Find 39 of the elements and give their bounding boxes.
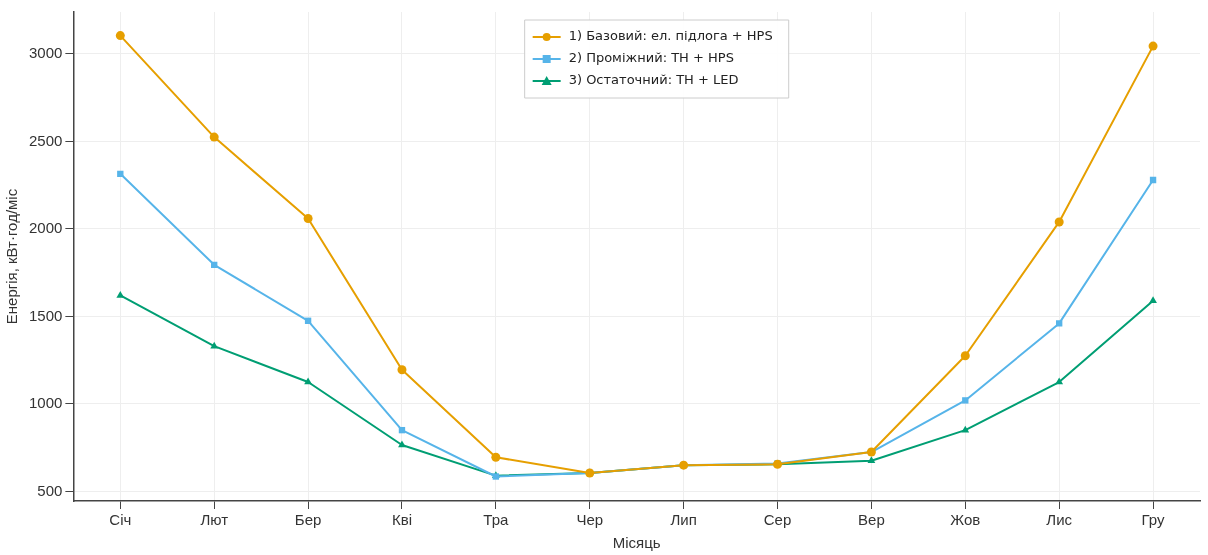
y-tick-label: 3000 <box>28 44 63 62</box>
x-axis-title: Місяць <box>612 534 661 552</box>
point <box>116 290 125 298</box>
x-tick-label: Лис <box>1046 511 1073 529</box>
x-tick-label: Бер <box>294 511 322 529</box>
legend-label: 3) Остаточний: ТН + LED <box>568 72 739 88</box>
x-tick-label: Лип <box>670 511 697 529</box>
x-tick-label: Тра <box>483 511 510 529</box>
x-tick-label: Вер <box>858 511 885 529</box>
point <box>303 213 313 223</box>
y-tick-label: 1500 <box>28 306 63 324</box>
y-tick-label: 1000 <box>28 394 63 412</box>
legend-label: 1) Базовий: ел. підлога + HPS <box>568 28 773 44</box>
point <box>1148 41 1158 51</box>
point <box>398 440 406 448</box>
x-tick-label: Гру <box>1141 511 1166 529</box>
x-tick-label: Лют <box>200 511 229 529</box>
point <box>1054 217 1064 227</box>
x-tick-label: Жов <box>950 511 981 529</box>
point <box>1055 377 1064 385</box>
x-tick-label: Кві <box>391 511 412 529</box>
y-tick-label: 2500 <box>28 131 63 149</box>
point <box>304 377 312 385</box>
point <box>115 31 125 41</box>
point <box>1149 296 1157 303</box>
point <box>491 452 501 462</box>
x-tick-label: Чер <box>576 511 604 529</box>
x-tick-label: Січ <box>109 511 132 529</box>
y-tick-label: 500 <box>37 481 63 499</box>
point <box>962 397 969 404</box>
y-axis-title: Енергія, кВт·год/міс <box>3 188 21 325</box>
point <box>867 456 876 464</box>
point <box>397 365 407 375</box>
legend-label: 2) Проміжний: ТН + HPS <box>568 50 734 66</box>
point <box>209 132 219 142</box>
x-tick-label: Сер <box>763 511 792 529</box>
point <box>1055 320 1063 327</box>
y-tick-label: 2000 <box>28 219 63 237</box>
point <box>960 351 970 361</box>
